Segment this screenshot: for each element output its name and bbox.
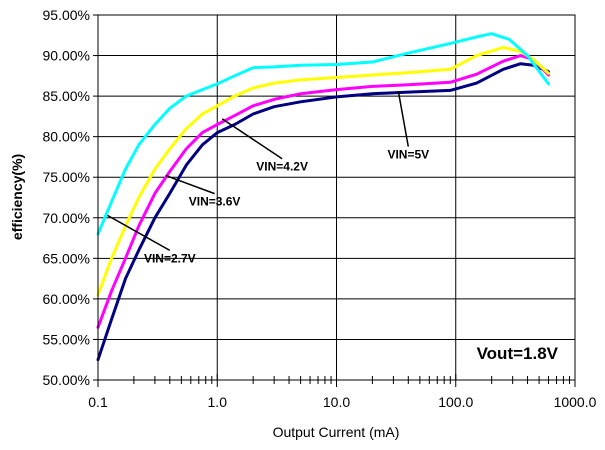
callout-label: VIN=2.7V <box>144 251 196 265</box>
y-axis-title: efficiency(%) <box>9 154 25 240</box>
callout-leader <box>221 118 283 160</box>
y-tick-label: 65.00% <box>43 250 90 266</box>
series-line-vin-2-7v <box>96 62 550 362</box>
callout-leader <box>165 174 215 195</box>
x-tick-label: 10.0 <box>323 394 350 410</box>
callout-leader <box>397 91 410 147</box>
series-layer <box>96 32 550 362</box>
y-tick-label: 70.00% <box>43 210 90 226</box>
callout-label: VIN=3.6V <box>189 195 241 209</box>
x-tick-label: 1.0 <box>208 394 228 410</box>
series-line-vin-3-6v <box>96 54 550 329</box>
series-line-vin-4-2v <box>96 45 550 297</box>
y-tick-label: 50.00% <box>43 372 90 388</box>
y-tick-label: 60.00% <box>43 291 90 307</box>
callout-leader <box>107 214 171 252</box>
vout-annotation: Vout=1.8V <box>477 344 559 363</box>
y-tick-label: 85.00% <box>43 88 90 104</box>
y-tick-label: 90.00% <box>43 48 90 64</box>
y-tick-label: 55.00% <box>43 331 90 347</box>
y-tick-label: 95.00% <box>43 7 90 23</box>
x-axis-title: Output Current (mA) <box>273 424 400 440</box>
y-tick-label: 80.00% <box>43 129 90 145</box>
x-tick-label: 100.0 <box>438 394 473 410</box>
x-tick-label: 0.1 <box>88 394 108 410</box>
series-line-vin-5v <box>96 32 550 236</box>
callout-label: VIN=5V <box>387 148 429 162</box>
tick-labels: 50.00% 55.00% 60.00% 65.00% 70.00% 75.00% 80.0… <box>43 7 597 410</box>
x-tick-label: 1000.0 <box>554 394 597 410</box>
callout-label: VIN=4.2V <box>256 160 308 174</box>
y-tick-label: 75.00% <box>43 169 90 185</box>
callouts: VIN=5V VIN=4.2V VIN=3.6V VIN=2.7V <box>107 91 429 265</box>
